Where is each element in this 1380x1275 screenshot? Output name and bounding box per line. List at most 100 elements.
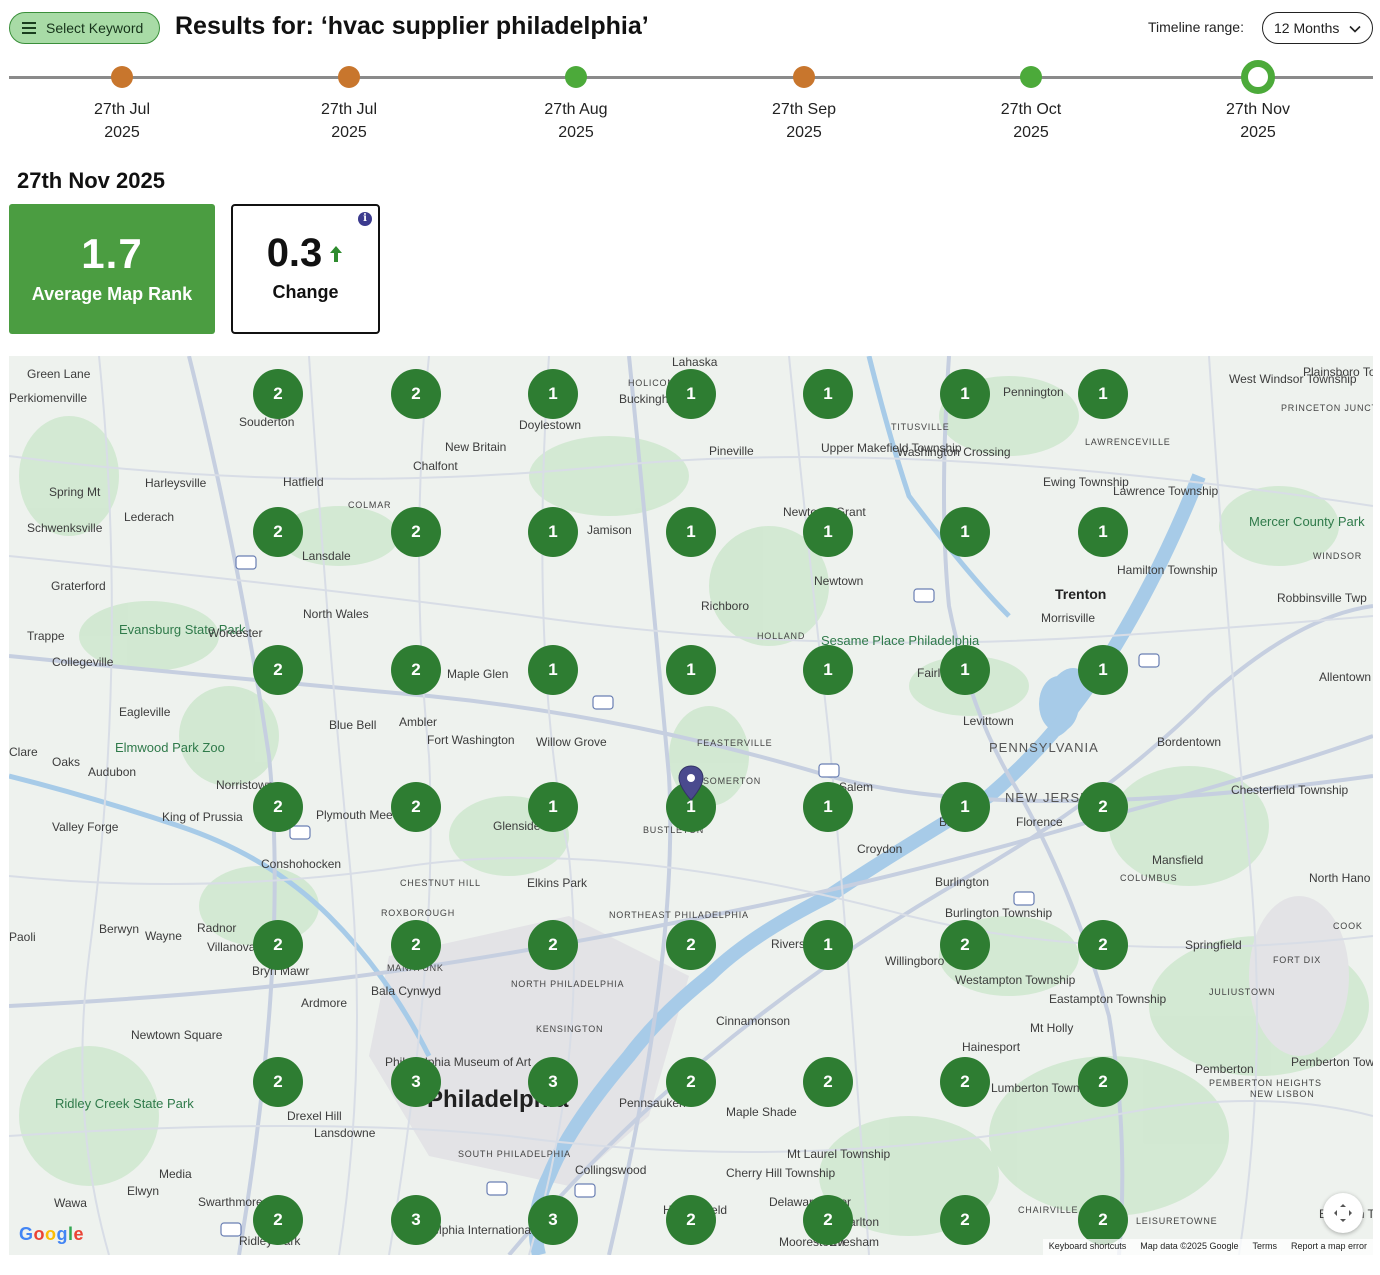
map-place-label: CHAIRVILLE [1018,1205,1079,1215]
map-place-label: Lumberton Township [991,1081,1102,1095]
timeline-point-4[interactable] [793,66,815,88]
rank-marker[interactable]: 1 [803,369,853,419]
map[interactable]: Green Lane Perkiomenville Souderton Doylest… [9,356,1373,1255]
timeline-point-5[interactable] [1020,66,1042,88]
rank-marker[interactable]: 1 [940,645,990,695]
map-place-label: Glenside [493,819,541,833]
average-map-rank-label: Average Map Rank [31,284,193,304]
rank-marker[interactable]: 1 [528,369,578,419]
timeline-day: 27th Sep [771,101,837,118]
rank-marker[interactable]: 2 [803,1057,853,1107]
timeline-point-2[interactable] [338,66,360,88]
rank-marker[interactable]: 1 [803,645,853,695]
map-place-label: Levittown [963,714,1014,728]
rank-marker[interactable]: 2 [391,782,441,832]
map-place-label: Ambler [399,715,438,729]
timeline-point-6[interactable] [1241,60,1275,94]
rank-marker[interactable]: 2 [391,920,441,970]
rank-marker[interactable]: 1 [803,782,853,832]
rank-marker[interactable]: 1 [1078,369,1128,419]
select-keyword-label: Select Keyword [46,20,144,36]
map-place-label: Conshohocken [261,857,342,871]
rank-marker[interactable]: 1 [940,782,990,832]
timeline-range-label: Timeline range: [1148,19,1244,35]
report-map-error-link[interactable]: Report a map error [1290,1241,1367,1251]
rank-marker[interactable]: 2 [253,782,303,832]
rank-marker[interactable]: 2 [1078,1195,1128,1245]
rank-marker[interactable]: 1 [1078,507,1128,557]
select-keyword-button[interactable]: Select Keyword [9,12,160,44]
map-place-label: Chalfont [413,459,458,473]
rank-marker[interactable]: 2 [666,1057,716,1107]
info-icon[interactable]: i [358,212,372,226]
map-place-label: NEW JERSEY [1005,790,1100,805]
map-place-label: Rivers [771,937,806,951]
map-place-label: Maple Shade [726,1105,797,1119]
map-place-label: Harleysville [145,476,207,490]
rank-marker[interactable]: 2 [253,645,303,695]
rank-marker[interactable]: 2 [666,920,716,970]
rank-marker[interactable]: 1 [803,920,853,970]
map-place-label: Pennsauken [619,1096,686,1110]
rank-marker[interactable]: 2 [1078,782,1128,832]
map-attribution: Keyboard shortcuts Map data ©2025 Google… [1042,1239,1373,1255]
map-place-label: Berwyn [99,922,140,936]
rank-marker[interactable]: 2 [803,1195,853,1245]
rank-marker[interactable]: 1 [803,507,853,557]
timeline-label-1: 27th Jul 2025 [62,98,182,144]
map-place-label: Drexel Hill [287,1109,342,1123]
rank-marker[interactable]: 2 [253,1057,303,1107]
rank-marker[interactable]: 1 [528,782,578,832]
timeline-point-1[interactable] [111,66,133,88]
business-location-pin[interactable] [678,765,704,801]
rank-marker[interactable]: 2 [940,1057,990,1107]
rank-marker[interactable]: 2 [1078,920,1128,970]
map-place-label: Worcester [208,626,263,640]
terms-link[interactable]: Terms [1252,1241,1277,1251]
timeline-point-3[interactable] [565,66,587,88]
keyboard-shortcuts-link[interactable]: Keyboard shortcuts [1048,1241,1127,1251]
map-place-label: Perkiomenville [9,391,88,405]
rank-marker[interactable]: 1 [666,645,716,695]
map-place-label: Pineville [709,444,754,458]
rank-marker[interactable]: 2 [940,1195,990,1245]
rank-marker[interactable]: 1 [528,645,578,695]
map-place-label: Fort Washington [427,733,515,747]
map-place-label: Sesame Place Philadelphia [821,633,980,648]
rank-marker[interactable]: 3 [391,1057,441,1107]
map-place-label: Doylestown [519,418,582,432]
rank-marker[interactable]: 2 [666,1195,716,1245]
map-place-label: Eastampton Township [1049,992,1167,1006]
rank-marker[interactable]: 1 [528,507,578,557]
rank-marker[interactable]: 1 [1078,645,1128,695]
rank-marker[interactable]: 2 [940,920,990,970]
map-place-label: Schwenksville [27,521,103,535]
rank-marker[interactable]: 1 [666,369,716,419]
rank-marker[interactable]: 2 [253,1195,303,1245]
map-place-label: Mercer County Park [1249,514,1365,529]
rank-marker[interactable]: 2 [253,507,303,557]
rank-marker[interactable]: 2 [253,369,303,419]
fullscreen-button[interactable] [1323,1193,1363,1233]
rank-marker[interactable]: 1 [940,507,990,557]
map-place-label: Robbinsville Twp [1277,591,1367,605]
map-place-label: Eagleville [119,705,171,719]
rank-marker[interactable]: 1 [940,369,990,419]
rank-marker[interactable]: 2 [528,920,578,970]
rank-marker[interactable]: 1 [666,507,716,557]
rank-marker[interactable]: 2 [253,920,303,970]
average-map-rank-value: 1.7 [81,230,143,277]
map-place-label: Spring Mt [49,485,101,499]
timeline-range-select[interactable]: 12 Months [1262,12,1373,44]
rank-marker[interactable]: 2 [391,369,441,419]
map-place-label: Washington Crossing [897,445,1011,459]
rank-marker[interactable]: 3 [528,1057,578,1107]
map-place-label: Lederach [124,510,175,524]
rank-marker[interactable]: 2 [391,507,441,557]
rank-marker[interactable]: 3 [391,1195,441,1245]
rank-marker[interactable]: 3 [528,1195,578,1245]
rank-marker[interactable]: 2 [391,645,441,695]
map-place-label: Westampton Township [955,973,1076,987]
map-place-label: Wayne [145,929,182,943]
rank-marker[interactable]: 2 [1078,1057,1128,1107]
